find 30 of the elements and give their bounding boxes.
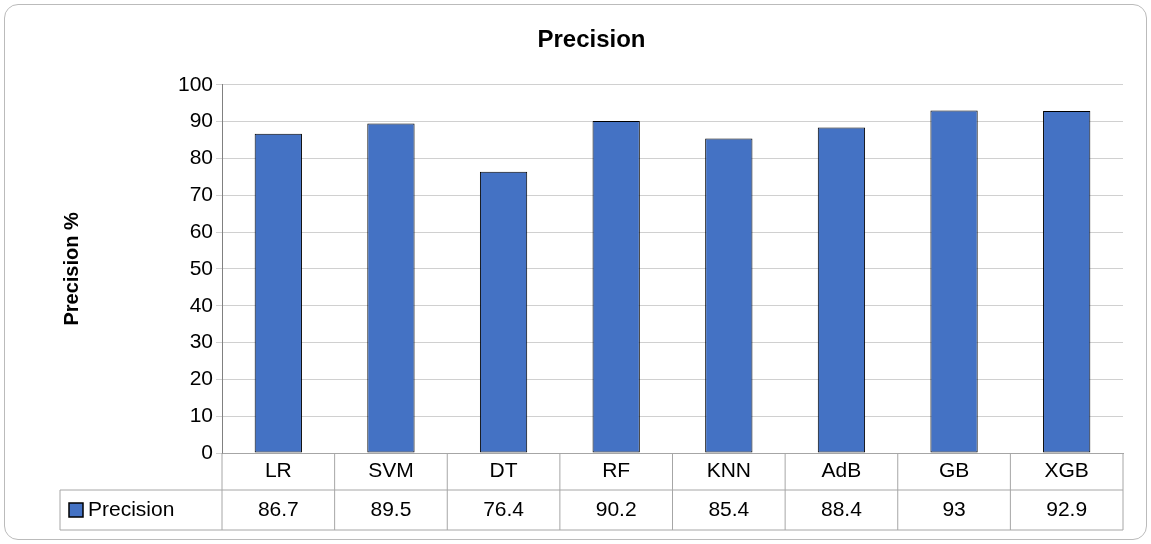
y-tick-label: 60 <box>189 218 213 242</box>
y-tick-label: 0 <box>201 439 213 463</box>
x-tick-label: GB <box>938 458 970 482</box>
chart-title: Precision <box>537 25 646 53</box>
legend-label: Precision <box>88 496 175 520</box>
y-tick-label: 70 <box>189 182 213 206</box>
y-tick-label: 90 <box>189 108 213 132</box>
data-label: 90.2 <box>595 496 637 520</box>
y-tick-label: 100 <box>177 71 213 95</box>
x-tick-label: DT <box>489 458 518 482</box>
data-label: 76.4 <box>483 496 525 520</box>
x-tick-label: KNN <box>706 458 751 482</box>
y-tick-label: 40 <box>189 292 213 316</box>
data-label: 86.7 <box>257 496 299 520</box>
data-label: 85.4 <box>708 496 750 520</box>
data-label: 89.5 <box>370 496 412 520</box>
y-tick-label: 20 <box>189 366 213 390</box>
y-tick-label: 30 <box>189 329 213 353</box>
x-tick-label: LR <box>264 458 292 482</box>
data-label: 93 <box>942 496 966 520</box>
data-label: 92.9 <box>1046 496 1088 520</box>
data-label: 88.4 <box>821 496 863 520</box>
y-tick-label: 50 <box>189 255 213 279</box>
y-tick-label: 80 <box>189 145 213 169</box>
x-tick-label: XGB <box>1044 458 1089 482</box>
x-tick-label: SVM <box>368 458 414 482</box>
x-tick-label: RF <box>602 458 631 482</box>
y-tick-label: 10 <box>189 402 213 426</box>
y-axis-title: Precision % <box>59 212 82 326</box>
x-tick-label: AdB <box>821 458 862 482</box>
